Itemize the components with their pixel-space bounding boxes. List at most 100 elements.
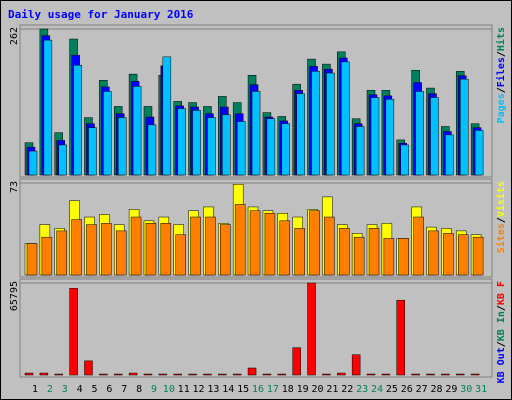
x-tick-label: 29 — [445, 384, 457, 395]
bar — [222, 114, 231, 176]
bar — [341, 61, 350, 176]
x-tick-label: 12 — [193, 384, 205, 395]
legend: KB Out/KB In/KB F — [496, 281, 507, 383]
bar — [324, 216, 335, 276]
legend-entry: KB In — [496, 311, 507, 341]
bar — [470, 373, 480, 376]
bar — [311, 71, 320, 176]
legend-entry: KB F — [496, 281, 507, 305]
legend-entry: Pages — [496, 93, 507, 123]
x-tick-label: 18 — [282, 384, 294, 395]
bar — [411, 373, 420, 376]
bar — [190, 216, 201, 276]
bar — [101, 223, 112, 276]
bar — [296, 93, 305, 176]
bar — [351, 354, 361, 376]
x-tick-label: 20 — [312, 384, 324, 395]
bar — [99, 373, 108, 376]
x-tick-label: 8 — [136, 384, 142, 395]
bar — [251, 91, 261, 176]
chart-title: Daily usage for January 2016 — [8, 8, 194, 21]
bar — [160, 223, 172, 276]
legend-entry: Sites — [495, 223, 507, 253]
x-tick-label: 5 — [91, 384, 97, 395]
x-tick-label: 2 — [47, 384, 53, 395]
bar — [73, 64, 82, 176]
bar — [249, 210, 261, 276]
bar — [279, 220, 291, 276]
bar — [413, 216, 424, 276]
bar — [188, 373, 197, 376]
bar — [277, 373, 287, 376]
bar — [457, 234, 469, 276]
bar — [370, 97, 380, 176]
bar — [162, 56, 172, 176]
bar — [366, 373, 376, 376]
x-tick-label: 13 — [207, 384, 219, 395]
x-tick-label: 11 — [178, 384, 190, 395]
x-tick-label: 27 — [416, 384, 428, 395]
bar — [430, 97, 439, 176]
bar — [205, 216, 216, 276]
x-tick-label: 31 — [475, 384, 487, 395]
y-tick-label: 65795 — [9, 281, 20, 311]
legend: Sites/Visits — [495, 181, 507, 253]
x-tick-label: 28 — [430, 384, 442, 395]
x-tick-label: 9 — [151, 384, 157, 395]
x-tick-label: 22 — [341, 384, 353, 395]
legend-entry: KB Out — [496, 347, 507, 383]
bar — [355, 126, 365, 176]
bar — [400, 144, 409, 176]
bar — [339, 228, 350, 276]
x-tick-label: 25 — [386, 384, 398, 395]
legend-entry: Hits — [495, 27, 507, 51]
bar — [294, 228, 305, 276]
bar — [143, 373, 153, 376]
bar — [28, 150, 38, 176]
bar — [117, 117, 127, 176]
bar — [203, 373, 212, 376]
legend-separator: / — [496, 217, 507, 223]
x-tick-label: 14 — [222, 384, 234, 395]
bar — [132, 86, 142, 176]
bar — [385, 98, 395, 176]
x-tick-label: 15 — [237, 384, 249, 395]
bar — [281, 123, 291, 176]
x-tick-label: 1 — [32, 384, 38, 395]
bar — [474, 130, 484, 176]
bar — [128, 372, 138, 376]
bar — [54, 373, 63, 376]
bar — [353, 236, 365, 276]
bar — [177, 108, 186, 176]
bar — [326, 72, 335, 176]
bar — [115, 230, 127, 276]
bar — [264, 212, 276, 276]
bar — [130, 216, 142, 276]
bar — [441, 373, 450, 376]
panel — [19, 278, 493, 378]
bar — [428, 230, 439, 276]
bar — [398, 238, 409, 276]
bar — [175, 234, 186, 276]
bar — [368, 228, 380, 276]
x-tick-label: 7 — [121, 384, 127, 395]
bar — [443, 233, 454, 276]
bar — [39, 372, 49, 376]
bar — [381, 373, 391, 376]
bar — [262, 373, 272, 376]
x-tick-label: 4 — [77, 384, 83, 395]
x-tick-label: 24 — [371, 384, 383, 395]
bar — [415, 91, 424, 176]
bar — [145, 223, 157, 276]
bar — [58, 144, 67, 176]
legend-separator: / — [496, 341, 507, 347]
bar — [232, 373, 242, 376]
bar — [292, 347, 301, 376]
bar — [220, 224, 231, 276]
bar — [455, 373, 465, 376]
bar — [322, 373, 331, 376]
bar — [147, 124, 157, 176]
bar — [309, 210, 320, 276]
bar — [445, 134, 454, 176]
